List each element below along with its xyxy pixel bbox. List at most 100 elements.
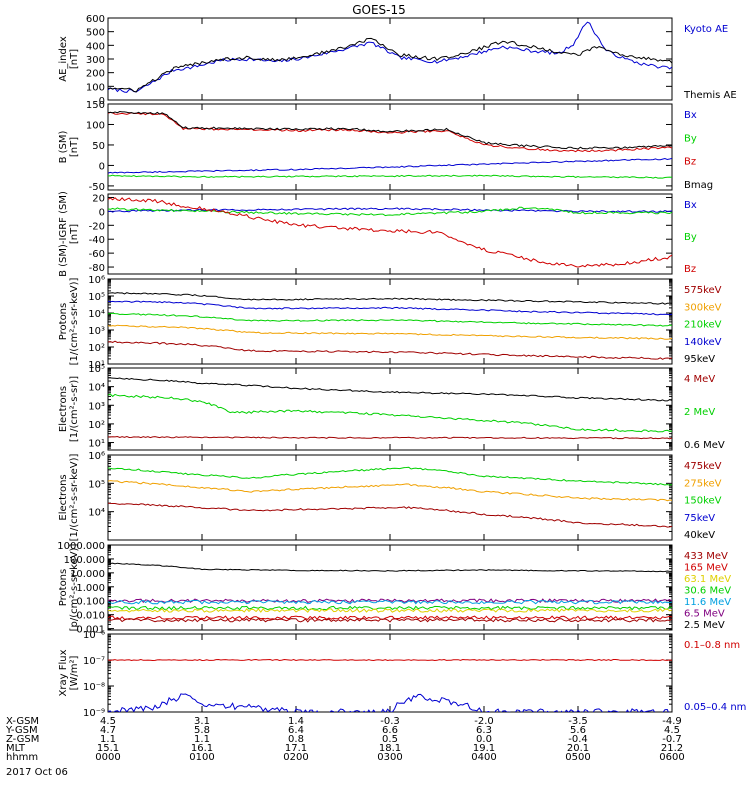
ephemeris-value: 0100 — [189, 752, 214, 763]
series-electrons_mev-0 — [108, 377, 672, 402]
legend-entry: Bx — [684, 110, 697, 121]
legend-entry: 40keV — [684, 530, 715, 541]
legend-entry: 0.05–0.4 nm — [684, 702, 746, 713]
series-electrons_kev-0 — [108, 466, 672, 486]
legend-entry: 165 MeV — [684, 563, 728, 574]
legend-entry: 75keV — [684, 513, 715, 524]
legend-entry: 63.1 MeV — [684, 574, 731, 585]
y-tick-label: 300 — [86, 55, 105, 66]
y-axis-label-line: [nT] — [69, 49, 80, 69]
y-tick-label: 100.000 — [64, 555, 105, 566]
y-axis-label-line: Electrons — [58, 386, 69, 432]
panel-protons: 10⁶ 10⁵ 10⁴ 10³ 10² 10¹ Protons[1/(cm²-s-sr-ke… — [58, 275, 722, 371]
y-axis-label: Protons[p/(cm²-s-sr-keV)] — [58, 544, 80, 632]
legend-entry: Bz — [684, 157, 696, 168]
y-tick-label: 50 — [92, 141, 105, 152]
y-axis-label-line: Protons — [58, 303, 69, 340]
ephemeris-value: 1.1 — [100, 734, 116, 745]
ephemeris-value: 0500 — [565, 752, 590, 763]
ephemeris-value: 20.1 — [567, 743, 589, 754]
y-tick-label: 1.000 — [76, 583, 105, 594]
panel-bsm: 150 100 50 0 -50 B (SM)[nT] Bx By Bz Bmag — [58, 100, 713, 193]
y-tick-label: 10⁵ — [88, 479, 105, 490]
series-bsm-1 — [108, 174, 672, 179]
ephemeris-value: 0.5 — [382, 734, 398, 745]
y-tick-label: 10⁻⁷ — [83, 656, 105, 667]
y-axis-label: Electrons[1/(cm²-s-sr-keV)] — [58, 454, 80, 542]
y-tick-label: 0 — [99, 161, 105, 172]
series-protons_mev-1 — [108, 598, 672, 604]
legend-entry: 0.6 MeV — [684, 440, 725, 451]
y-axis-label-line: [nT] — [69, 137, 80, 157]
y-axis-label-line: Protons — [58, 569, 69, 606]
y-tick-label: 10⁵ — [88, 292, 105, 303]
y-tick-label: 0.100 — [76, 597, 105, 608]
ephemeris-table: X-GSM 4.5 3.1 1.4 -0.3 -2.0 -3.5 -4.9 Y-GSM 4.7 5.… — [5, 716, 685, 763]
y-tick-label: 10⁴ — [88, 309, 105, 320]
series-ae-1 — [108, 37, 672, 93]
series-bsm-3 — [108, 110, 672, 150]
legend-entry: 300keV — [684, 302, 722, 313]
ephemeris-value: 0400 — [471, 752, 496, 763]
y-tick-label: 10⁻⁹ — [83, 708, 105, 719]
ephemeris-value: 6.6 — [382, 725, 398, 736]
series-protons-4 — [108, 340, 672, 360]
ephemeris-value: 0600 — [659, 752, 684, 763]
y-tick-label: -60 — [89, 249, 105, 260]
y-tick-label: 10⁶ — [88, 451, 105, 462]
series-electrons_kev-1 — [108, 480, 672, 502]
ephemeris-value: 3.1 — [194, 716, 210, 727]
y-tick-label: -40 — [89, 235, 105, 246]
ephemeris-value: -4.9 — [662, 716, 682, 727]
series-electrons_mev-2 — [108, 435, 672, 440]
panel-frame — [107, 17, 673, 101]
y-axis-label-line: [1/(cm²-s-sr-keV)] — [69, 454, 80, 542]
panel-electrons_kev: 10⁶ 10⁵ 10⁴ Electrons[1/(cm²-s-sr-keV)] 475k… — [58, 451, 722, 541]
legend-entry: Bz — [684, 264, 696, 275]
legend-entry: 210keV — [684, 320, 722, 331]
y-tick-label: 10¹ — [88, 360, 105, 371]
panel-protons_mev: 1000.000 100.000 10.000 1.000 0.100 0.010 0.00… — [57, 541, 731, 636]
y-axis-label-line: Xray Flux — [58, 649, 69, 696]
series-xray-0 — [108, 658, 672, 662]
ephemeris-value: 0000 — [95, 752, 120, 763]
ephemeris-value: 5.6 — [570, 725, 586, 736]
y-tick-label: 10⁵ — [88, 364, 105, 375]
y-axis-label-line: B (SM) — [58, 130, 69, 163]
ephemeris-value: 21.2 — [661, 743, 683, 754]
y-axis-label: Xray Flux[W/m²] — [58, 649, 80, 696]
series-xray-1 — [108, 693, 669, 712]
ephemeris-value: -2.0 — [474, 716, 494, 727]
series-protons_mev-5 — [108, 615, 672, 621]
y-axis-label-line: B (SM)-IGRF (SM) — [58, 191, 69, 277]
ephemeris-value: -3.5 — [568, 716, 588, 727]
chart-title: GOES-15 — [352, 3, 406, 17]
y-axis-label-line: [nT] — [69, 224, 80, 244]
series-protons-3 — [108, 324, 672, 340]
panel-frame — [107, 193, 673, 275]
legend-entry: By — [684, 232, 697, 243]
y-tick-label: 10⁴ — [88, 383, 105, 394]
y-tick-label: 400 — [86, 41, 105, 52]
ephemeris-value: 17.1 — [285, 743, 307, 754]
series-protons_mev-0 — [108, 562, 672, 573]
y-tick-label: 0 — [99, 207, 105, 218]
y-axis-label-line: AE_index — [58, 36, 69, 82]
series-protons-1 — [108, 300, 672, 316]
ephemeris-value: 1.4 — [288, 716, 304, 727]
ephemeris-value: -0.4 — [568, 734, 588, 745]
legend-entry: Kyoto AE — [684, 24, 728, 35]
y-tick-label: 10⁶ — [88, 275, 105, 286]
ephemeris-value: 0300 — [377, 752, 402, 763]
ephemeris-label: X-GSM — [6, 716, 39, 727]
legend-entry: 140keV — [684, 337, 722, 348]
y-tick-label: 10⁻⁸ — [83, 682, 105, 693]
ephemeris-value: 15.1 — [97, 743, 119, 754]
series-protons-0 — [108, 292, 672, 305]
y-tick-label: 10² — [88, 420, 105, 431]
legend-entry: 0.1–0.8 nm — [684, 640, 740, 651]
y-tick-label: 150 — [86, 100, 105, 111]
y-tick-label: 10⁻⁶ — [83, 630, 105, 641]
ephemeris-label: Z-GSM — [6, 734, 39, 745]
